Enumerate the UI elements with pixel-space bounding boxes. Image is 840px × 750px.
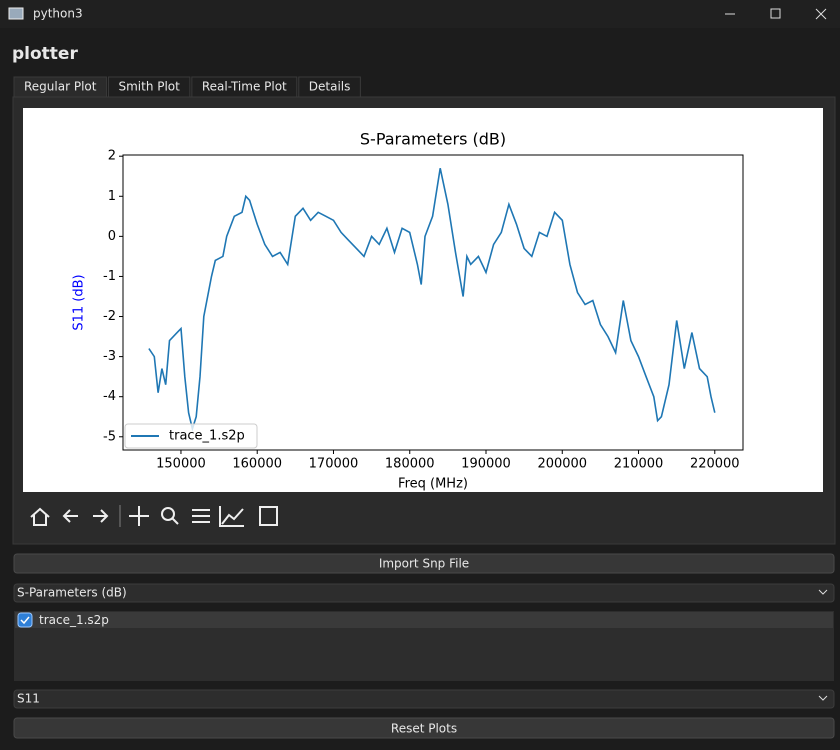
forward-button[interactable] xyxy=(93,509,109,523)
y-tick-label: 1 xyxy=(108,189,116,204)
tab-label: Regular Plot xyxy=(24,80,97,94)
x-tick-label: 180000 xyxy=(385,457,435,472)
toolbar xyxy=(30,505,278,527)
trace-label: trace_1.s2p xyxy=(39,613,109,627)
y-axis-label: S11 (dB) xyxy=(72,274,87,330)
import-button[interactable] xyxy=(13,553,835,574)
plot: S-Parameters (dB) 150000 160000 170000 18000… xyxy=(72,130,744,492)
parameter-combo[interactable] xyxy=(13,689,835,709)
tab-label: Details xyxy=(309,80,351,94)
y-tick-label: -2 xyxy=(103,309,116,324)
x-tick-label: 150000 xyxy=(156,457,206,472)
legend-box xyxy=(124,423,258,449)
app-icon xyxy=(8,7,24,20)
title-bar xyxy=(0,0,840,28)
combo-arrow xyxy=(818,589,828,595)
plot-frame xyxy=(122,154,744,451)
plot-type-combo[interactable] xyxy=(13,583,835,603)
y-tick-label: 2 xyxy=(108,149,116,164)
tab-label: Smith Plot xyxy=(118,80,180,94)
y-tick-label: 0 xyxy=(108,229,116,244)
y-tick-label: -4 xyxy=(103,389,116,404)
trace-item xyxy=(15,612,833,628)
y-tick-label: -5 xyxy=(103,429,116,444)
save-button[interactable] xyxy=(259,506,278,526)
configure-button[interactable] xyxy=(192,509,210,523)
trace-checkbox[interactable] xyxy=(17,612,33,628)
back-button[interactable] xyxy=(62,509,78,523)
chart-title: S-Parameters (dB) xyxy=(360,130,506,149)
x-tick-label: 190000 xyxy=(461,457,511,472)
maximize-button[interactable] xyxy=(770,8,781,19)
x-tick-label: 200000 xyxy=(537,457,587,472)
combo-arrow xyxy=(818,695,828,701)
x-tick-label: 220000 xyxy=(690,457,740,472)
x-tick-label: 170000 xyxy=(309,457,359,472)
tab-bar: Regular Plot Smith Plot Real-Time Plot Deta… xyxy=(13,76,361,98)
reset-button-label: Reset Plots xyxy=(391,722,457,736)
line-series xyxy=(148,168,716,432)
home-button[interactable] xyxy=(30,507,50,526)
y-tick-label: -1 xyxy=(103,269,116,284)
x-tick-label: 210000 xyxy=(614,457,664,472)
app-title: plotter xyxy=(12,44,78,64)
y-tick-label: -3 xyxy=(103,349,116,364)
x-tick-label: 160000 xyxy=(232,457,282,472)
close-button[interactable] xyxy=(815,8,827,20)
x-axis-label: Freq (MHz) xyxy=(398,477,468,492)
zoom-button[interactable] xyxy=(161,507,179,525)
check-mark xyxy=(20,616,30,625)
import-button-label: Import Snp File xyxy=(379,557,469,571)
reset-button[interactable] xyxy=(13,717,835,739)
parameter-value: S11 xyxy=(17,692,40,706)
plot-type-value: S-Parameters (dB) xyxy=(17,586,127,600)
legend-label: trace_1.s2p xyxy=(169,429,245,444)
window-title: python3 xyxy=(33,7,83,21)
tab-label: Real-Time Plot xyxy=(202,80,287,94)
trace-items: trace_1.s2p xyxy=(15,612,833,628)
pan-button[interactable] xyxy=(129,506,149,526)
edit-axes-button[interactable] xyxy=(219,506,244,527)
